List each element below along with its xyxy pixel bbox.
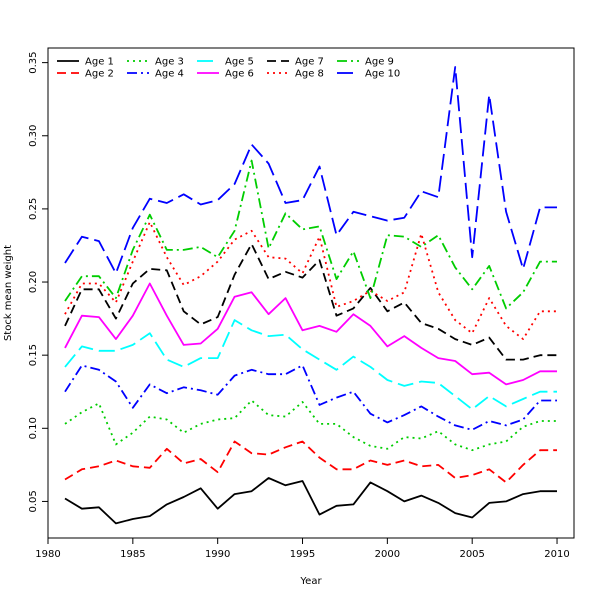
x-tick-label: 1985 — [120, 549, 145, 560]
series-line-age-8 — [64, 221, 557, 341]
plot-frame — [47, 47, 575, 539]
series-line-age-2 — [64, 440, 557, 484]
y-tick-label: 0.30 — [28, 125, 39, 147]
legend-label: Age 1 — [85, 57, 114, 68]
y-tick-label: 0.05 — [28, 490, 39, 512]
x-tick-label: 2010 — [544, 549, 569, 560]
x-tick-label: 1980 — [35, 549, 60, 560]
legend-label: Age 7 — [295, 57, 324, 68]
x-axis-label: Year — [299, 576, 322, 587]
y-tick-label: 0.35 — [28, 51, 39, 73]
legend-label: Age 4 — [155, 69, 184, 80]
series-line-age-6 — [64, 282, 557, 386]
x-tick-label: 2005 — [459, 549, 484, 560]
y-tick-label: 0.10 — [28, 417, 39, 439]
x-tick-label: 2000 — [375, 549, 400, 560]
x-axis: 1980 1985 1990 1995 2000 2005 2010 — [35, 537, 570, 560]
legend-label: Age 6 — [225, 69, 254, 80]
series-line-age-10 — [64, 66, 557, 275]
legend-label: Age 3 — [155, 57, 184, 68]
legend-label: Age 5 — [225, 57, 254, 68]
series-line-age-3 — [64, 399, 557, 452]
x-tick-label: 1990 — [205, 549, 230, 560]
series-layer — [64, 66, 557, 525]
legend-label: Age 9 — [365, 57, 394, 68]
legend-label: Age 8 — [295, 69, 324, 80]
y-tick-label: 0.20 — [28, 271, 39, 293]
legend-label: Age 10 — [365, 69, 400, 80]
legend-label: Age 2 — [85, 69, 114, 80]
series-line-age-7 — [64, 243, 557, 361]
series-line-age-4 — [64, 364, 557, 431]
y-axis: 0.05 0.10 0.15 0.20 0.25 0.30 0.35 — [28, 51, 49, 513]
y-axis-label: Stock mean weight — [3, 245, 14, 341]
x-tick-label: 1995 — [290, 549, 315, 560]
y-tick-label: 0.15 — [28, 344, 39, 366]
y-tick-label: 0.25 — [28, 198, 39, 220]
series-line-age-1 — [64, 477, 557, 525]
series-line-age-9 — [64, 159, 557, 310]
series-line-age-5 — [64, 319, 557, 411]
